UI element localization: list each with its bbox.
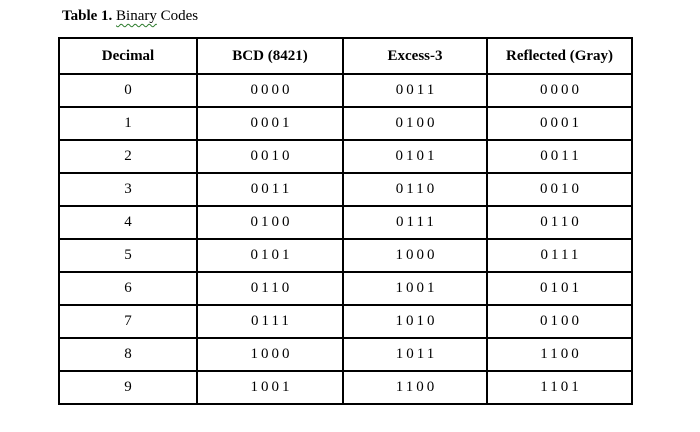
caption-prefix: Table 1.	[62, 8, 113, 24]
table-row: 0 0000 0011 0000	[58, 73, 633, 108]
bcd-cell: 0000	[196, 73, 344, 108]
table-caption: Table 1. Binary Codes	[62, 8, 198, 25]
decimal-cell: 1	[58, 106, 198, 141]
excess-3-cell: 1001	[342, 271, 488, 306]
table-row: 3 0011 0110 0010	[58, 172, 633, 207]
decimal-cell: 7	[58, 304, 198, 339]
caption-word-binary: Binary	[116, 8, 157, 24]
excess-3-cell: 0011	[342, 73, 488, 108]
table-row: 7 0111 1010 0100	[58, 304, 633, 339]
decimal-cell: 5	[58, 238, 198, 273]
table-row: 6 0110 1001 0101	[58, 271, 633, 306]
gray-cell: 0111	[486, 238, 633, 273]
excess-3-cell: 1011	[342, 337, 488, 372]
gray-cell: 0011	[486, 139, 633, 174]
gray-cell: 1101	[486, 370, 633, 405]
gray-cell: 0101	[486, 271, 633, 306]
table-row: 5 0101 1000 0111	[58, 238, 633, 273]
header-decimal: Decimal	[58, 37, 198, 75]
excess-3-cell: 0101	[342, 139, 488, 174]
gray-cell: 0000	[486, 73, 633, 108]
bcd-cell: 0111	[196, 304, 344, 339]
table-row: 9 1001 1100 1101	[58, 370, 633, 405]
table-row: 1 0001 0100 0001	[58, 106, 633, 141]
gray-cell: 0001	[486, 106, 633, 141]
excess-3-cell: 1000	[342, 238, 488, 273]
gray-cell: 0110	[486, 205, 633, 240]
decimal-cell: 8	[58, 337, 198, 372]
binary-codes-table: Decimal BCD (8421) Excess-3 Reflected (G…	[58, 37, 633, 405]
excess-3-cell: 1010	[342, 304, 488, 339]
header-excess-3: Excess-3	[342, 37, 488, 75]
excess-3-cell: 1100	[342, 370, 488, 405]
header-gray: Reflected (Gray)	[486, 37, 633, 75]
bcd-cell: 1000	[196, 337, 344, 372]
bcd-cell: 0110	[196, 271, 344, 306]
excess-3-cell: 0111	[342, 205, 488, 240]
decimal-cell: 3	[58, 172, 198, 207]
bcd-cell: 1001	[196, 370, 344, 405]
bcd-cell: 0100	[196, 205, 344, 240]
decimal-cell: 4	[58, 205, 198, 240]
decimal-cell: 0	[58, 73, 198, 108]
caption-word-codes: Codes	[160, 8, 199, 24]
bcd-cell: 0101	[196, 238, 344, 273]
bcd-cell: 0011	[196, 172, 344, 207]
decimal-cell: 9	[58, 370, 198, 405]
header-row: Decimal BCD (8421) Excess-3 Reflected (G…	[58, 37, 633, 75]
decimal-cell: 6	[58, 271, 198, 306]
excess-3-cell: 0110	[342, 172, 488, 207]
gray-cell: 0010	[486, 172, 633, 207]
gray-cell: 1100	[486, 337, 633, 372]
excess-3-cell: 0100	[342, 106, 488, 141]
table-row: 8 1000 1011 1100	[58, 337, 633, 372]
decimal-cell: 2	[58, 139, 198, 174]
table-row: 2 0010 0101 0011	[58, 139, 633, 174]
header-bcd: BCD (8421)	[196, 37, 344, 75]
table-row: 4 0100 0111 0110	[58, 205, 633, 240]
bcd-cell: 0001	[196, 106, 344, 141]
bcd-cell: 0010	[196, 139, 344, 174]
gray-cell: 0100	[486, 304, 633, 339]
